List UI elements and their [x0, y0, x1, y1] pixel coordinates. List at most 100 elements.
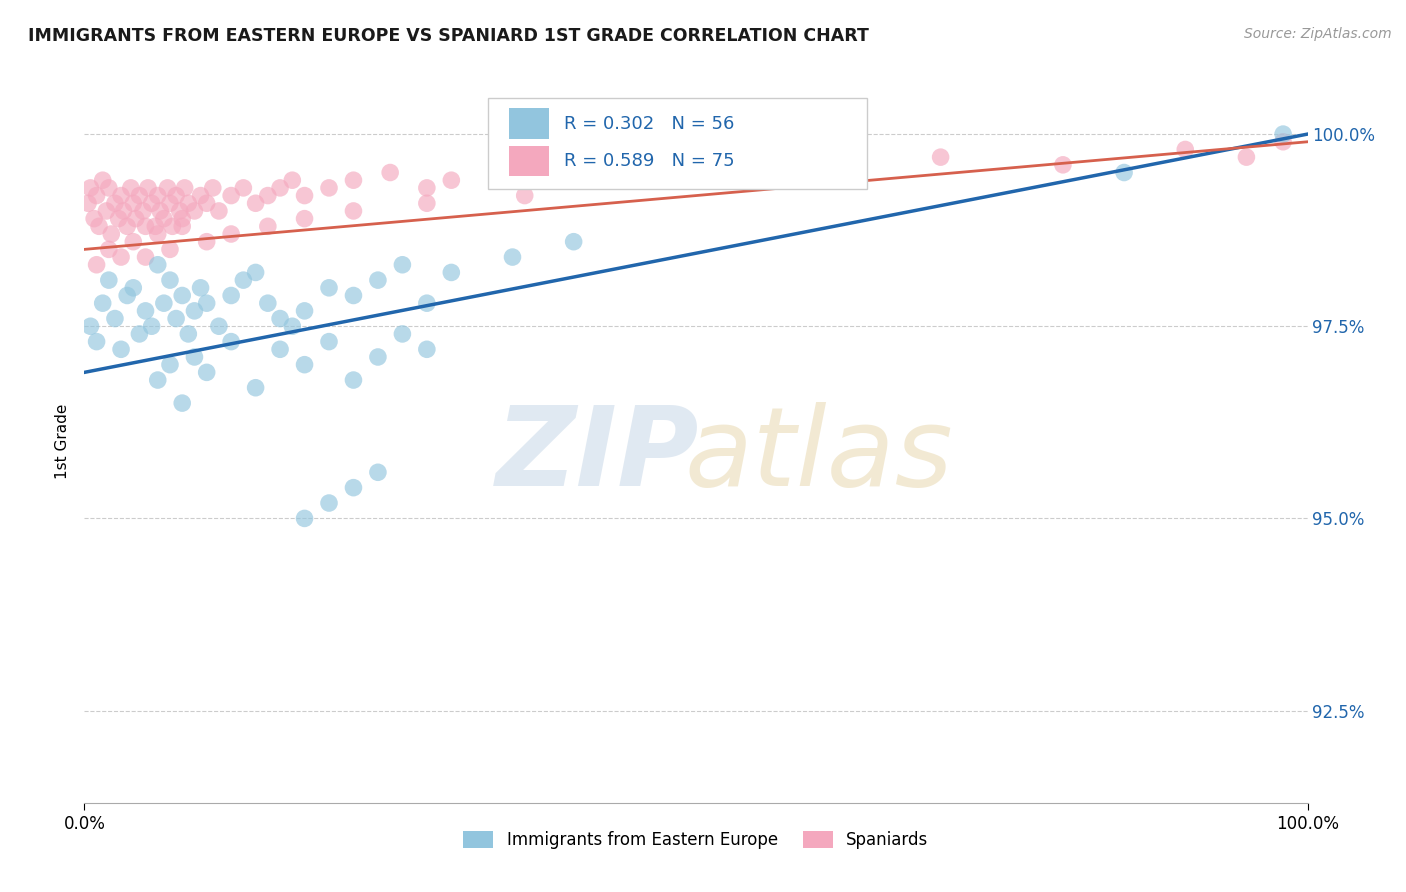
- Point: [122, 196, 145, 211]
- Point: [318, 181, 340, 195]
- Point: [128, 326, 150, 341]
- Point: [513, 188, 536, 202]
- Bar: [509, 109, 550, 139]
- Point: [172, 211, 194, 226]
- Point: [245, 381, 267, 395]
- Point: [77, 196, 100, 211]
- Point: [104, 196, 127, 211]
- Point: [146, 258, 169, 272]
- Point: [929, 150, 952, 164]
- Text: IMMIGRANTS FROM EASTERN EUROPE VS SPANIARD 1ST GRADE CORRELATION CHART: IMMIGRANTS FROM EASTERN EUROPE VS SPANIA…: [28, 27, 869, 45]
- Point: [146, 227, 169, 241]
- Point: [135, 219, 157, 234]
- Point: [141, 319, 163, 334]
- Point: [86, 258, 108, 272]
- Point: [96, 203, 118, 218]
- Point: [269, 181, 291, 195]
- Point: [416, 343, 439, 357]
- Point: [195, 365, 218, 379]
- Point: [159, 196, 181, 211]
- Point: [79, 319, 101, 334]
- Bar: [509, 146, 550, 177]
- Point: [219, 334, 242, 349]
- Point: [110, 250, 132, 264]
- Point: [294, 188, 316, 202]
- Point: [125, 211, 148, 226]
- Point: [183, 304, 205, 318]
- Point: [1174, 143, 1197, 157]
- Point: [115, 288, 138, 302]
- Point: [115, 219, 138, 234]
- Point: [208, 203, 231, 218]
- Point: [173, 181, 195, 195]
- Point: [165, 188, 187, 202]
- Point: [104, 311, 127, 326]
- Point: [87, 219, 110, 234]
- Point: [367, 465, 389, 479]
- Point: [165, 311, 187, 326]
- Point: [79, 181, 101, 195]
- Text: R = 0.302   N = 56: R = 0.302 N = 56: [564, 115, 734, 133]
- Point: [110, 188, 132, 202]
- Point: [416, 196, 439, 211]
- Point: [281, 173, 304, 187]
- Point: [257, 219, 280, 234]
- Point: [219, 227, 242, 241]
- Point: [219, 288, 242, 302]
- Point: [122, 235, 145, 249]
- Point: [219, 188, 242, 202]
- Point: [91, 296, 114, 310]
- Point: [380, 165, 402, 179]
- Point: [502, 250, 524, 264]
- Text: R = 0.589   N = 75: R = 0.589 N = 75: [564, 153, 734, 170]
- Point: [110, 343, 132, 357]
- Text: atlas: atlas: [683, 402, 953, 509]
- Point: [318, 496, 340, 510]
- Point: [112, 203, 135, 218]
- Point: [97, 181, 120, 195]
- Point: [391, 326, 413, 341]
- Point: [201, 181, 224, 195]
- Point: [91, 173, 114, 187]
- Point: [128, 188, 150, 202]
- Legend: Immigrants from Eastern Europe, Spaniards: Immigrants from Eastern Europe, Spaniard…: [457, 824, 935, 856]
- Point: [342, 173, 364, 187]
- Point: [135, 304, 157, 318]
- Point: [342, 288, 364, 302]
- Point: [132, 203, 155, 218]
- Point: [83, 211, 105, 226]
- Point: [135, 250, 157, 264]
- Point: [367, 273, 389, 287]
- Point: [172, 396, 194, 410]
- Point: [195, 196, 218, 211]
- Point: [149, 203, 172, 218]
- Point: [177, 326, 200, 341]
- Point: [294, 211, 316, 226]
- Point: [190, 188, 212, 202]
- Point: [245, 265, 267, 279]
- Point: [1052, 158, 1074, 172]
- Point: [1272, 127, 1295, 141]
- FancyBboxPatch shape: [488, 98, 868, 189]
- Point: [172, 288, 194, 302]
- Point: [391, 258, 413, 272]
- Point: [416, 296, 439, 310]
- Point: [807, 158, 830, 172]
- Point: [146, 373, 169, 387]
- Point: [208, 319, 231, 334]
- Point: [232, 181, 254, 195]
- Point: [269, 311, 291, 326]
- Point: [440, 173, 463, 187]
- Point: [159, 358, 181, 372]
- Point: [281, 319, 304, 334]
- Point: [97, 243, 120, 257]
- Point: [100, 227, 122, 241]
- Point: [245, 196, 267, 211]
- Point: [136, 181, 159, 195]
- Point: [502, 165, 524, 179]
- Text: Source: ZipAtlas.com: Source: ZipAtlas.com: [1244, 27, 1392, 41]
- Point: [195, 296, 218, 310]
- Point: [190, 281, 212, 295]
- Point: [562, 158, 585, 172]
- Y-axis label: 1st Grade: 1st Grade: [55, 404, 70, 479]
